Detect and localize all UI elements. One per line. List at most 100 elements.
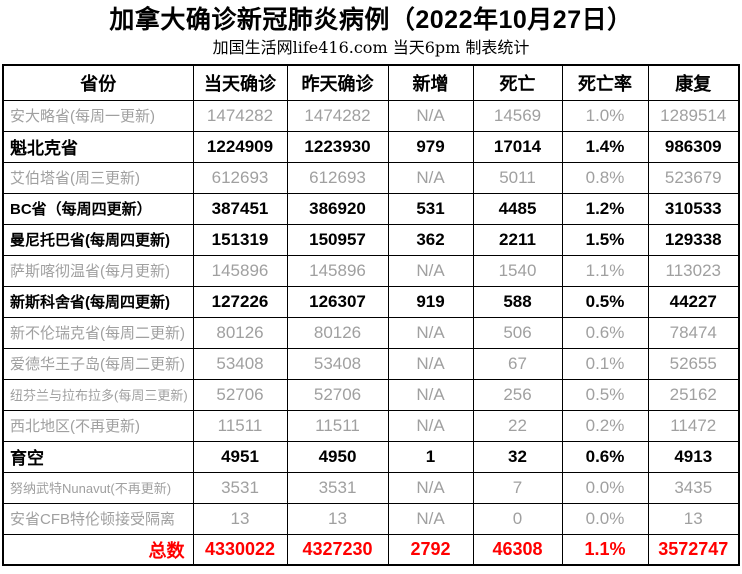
death-rate-cell: 1.5% xyxy=(561,223,649,256)
deaths-cell: 67 xyxy=(472,347,563,380)
table-row: 新斯科舍省(每周四更新) 127226 126307 919 588 0.5% … xyxy=(2,285,740,318)
table-row: 育空 4951 4950 1 32 0.6% 4913 xyxy=(2,440,740,473)
new-cases-cell: N/A xyxy=(387,409,474,442)
recovered-cell: 986309 xyxy=(647,130,740,163)
today-confirmed-cell: 151319 xyxy=(192,223,288,256)
covid-stats-table: 省份 当天确诊 昨天确诊 新增 死亡 死亡率 康复 安大略省(每周一更新) 14… xyxy=(2,64,740,567)
column-header-deaths: 死亡 xyxy=(472,64,563,101)
header-row: 省份 当天确诊 昨天确诊 新增 死亡 死亡率 康复 xyxy=(2,64,740,101)
new-cases-cell: 919 xyxy=(387,285,474,318)
yesterday-confirmed-cell: 386920 xyxy=(286,192,389,225)
deaths-cell: 506 xyxy=(472,316,563,349)
today-confirmed-cell: 4951 xyxy=(192,440,288,473)
deaths-cell: 588 xyxy=(472,285,563,318)
death-rate-cell: 0.5% xyxy=(561,378,649,411)
death-rate-cell: 1.0% xyxy=(561,99,649,132)
column-header-new-cases: 新增 xyxy=(387,64,474,101)
table-row: 魁北克省 1224909 1223930 979 17014 1.4% 9863… xyxy=(2,130,740,163)
recovered-cell: 1289514 xyxy=(647,99,740,132)
death-rate-cell: 1.4% xyxy=(561,130,649,163)
today-confirmed-cell: 127226 xyxy=(192,285,288,318)
today-confirmed-cell: 80126 xyxy=(192,316,288,349)
province-cell: 新斯科舍省(每周四更新) xyxy=(2,285,194,318)
table-row: 安大略省(每周一更新) 1474282 1474282 N/A 14569 1.… xyxy=(2,99,740,132)
yesterday-confirmed-cell: 145896 xyxy=(286,254,389,287)
recovered-cell: 52655 xyxy=(647,347,740,380)
today-confirmed-cell: 53408 xyxy=(192,347,288,380)
column-header-death-rate: 死亡率 xyxy=(561,64,649,101)
province-cell: BC省（每周四更新） xyxy=(2,192,194,225)
new-cases-cell: N/A xyxy=(387,347,474,380)
table-row: 安省CFB特伦顿接受隔离 13 13 N/A 0 0.0% 13 xyxy=(2,502,740,535)
deaths-cell: 0 xyxy=(472,502,563,535)
new-cases-cell: N/A xyxy=(387,99,474,132)
table-row: 努纳武特Nunavut(不再更新) 3531 3531 N/A 7 0.0% 3… xyxy=(2,471,740,504)
deaths-cell: 22 xyxy=(472,409,563,442)
death-rate-cell: 0.1% xyxy=(561,347,649,380)
subtitle-source-line: 加国生活网life416.com 当天6pm 制表统计 xyxy=(212,38,530,58)
province-cell: 努纳武特Nunavut(不再更新) xyxy=(2,471,194,504)
new-cases-cell: 979 xyxy=(387,130,474,163)
deaths-cell: 46308 xyxy=(472,533,563,566)
new-cases-cell: N/A xyxy=(387,471,474,504)
deaths-cell: 4485 xyxy=(472,192,563,225)
yesterday-confirmed-cell: 52706 xyxy=(286,378,389,411)
table-row: 萨斯喀彻温省(每月更新) 145896 145896 N/A 1540 1.1%… xyxy=(2,254,740,287)
yesterday-confirmed-cell: 13 xyxy=(286,502,389,535)
today-confirmed-cell: 145896 xyxy=(192,254,288,287)
recovered-cell: 3572747 xyxy=(647,533,740,566)
new-cases-cell: 1 xyxy=(387,440,474,473)
table-row: 曼尼托巴省(每周四更新) 151319 150957 362 2211 1.5%… xyxy=(2,223,740,256)
yesterday-confirmed-cell: 80126 xyxy=(286,316,389,349)
today-confirmed-cell: 4330022 xyxy=(192,533,288,566)
table-header: 省份 当天确诊 昨天确诊 新增 死亡 死亡率 康复 xyxy=(2,64,740,101)
death-rate-cell: 0.8% xyxy=(561,161,649,194)
province-cell: 西北地区(不再更新) xyxy=(2,409,194,442)
yesterday-confirmed-cell: 1223930 xyxy=(286,130,389,163)
yesterday-confirmed-cell: 1474282 xyxy=(286,99,389,132)
yesterday-confirmed-cell: 4950 xyxy=(286,440,389,473)
today-confirmed-cell: 612693 xyxy=(192,161,288,194)
province-cell: 安大略省(每周一更新) xyxy=(2,99,194,132)
column-header-recovered: 康复 xyxy=(647,64,740,101)
recovered-cell: 113023 xyxy=(647,254,740,287)
recovered-cell: 78474 xyxy=(647,316,740,349)
new-cases-cell: N/A xyxy=(387,502,474,535)
province-cell: 总数 xyxy=(2,533,194,566)
deaths-cell: 5011 xyxy=(472,161,563,194)
yesterday-confirmed-cell: 11511 xyxy=(286,409,389,442)
death-rate-cell: 0.0% xyxy=(561,471,649,504)
covid-stats-page: 加拿大确诊新冠肺炎病例（2022年10月27日） 加国生活网life416.co… xyxy=(0,5,742,567)
death-rate-cell: 0.5% xyxy=(561,285,649,318)
recovered-cell: 25162 xyxy=(647,378,740,411)
yesterday-confirmed-cell: 4327230 xyxy=(286,533,389,566)
table-row: 西北地区(不再更新) 11511 11511 N/A 22 0.2% 11472 xyxy=(2,409,740,442)
deaths-cell: 14569 xyxy=(472,99,563,132)
province-cell: 艾伯塔省(周三更新) xyxy=(2,161,194,194)
new-cases-cell: N/A xyxy=(387,161,474,194)
province-cell: 爱德华王子岛(每周二更新) xyxy=(2,347,194,380)
table-row: 新不伦瑞克省(每周二更新) 80126 80126 N/A 506 0.6% 7… xyxy=(2,316,740,349)
table-row: 爱德华王子岛(每周二更新) 53408 53408 N/A 67 0.1% 52… xyxy=(2,347,740,380)
recovered-cell: 44227 xyxy=(647,285,740,318)
recovered-cell: 523679 xyxy=(647,161,740,194)
today-confirmed-cell: 11511 xyxy=(192,409,288,442)
today-confirmed-cell: 1474282 xyxy=(192,99,288,132)
recovered-cell: 11472 xyxy=(647,409,740,442)
province-cell: 安省CFB特伦顿接受隔离 xyxy=(2,502,194,535)
yesterday-confirmed-cell: 612693 xyxy=(286,161,389,194)
yesterday-confirmed-cell: 150957 xyxy=(286,223,389,256)
death-rate-cell: 1.1% xyxy=(561,254,649,287)
today-confirmed-cell: 1224909 xyxy=(192,130,288,163)
today-confirmed-cell: 387451 xyxy=(192,192,288,225)
yesterday-confirmed-cell: 126307 xyxy=(286,285,389,318)
death-rate-cell: 0.2% xyxy=(561,409,649,442)
recovered-cell: 310533 xyxy=(647,192,740,225)
province-cell: 育空 xyxy=(2,440,194,473)
recovered-cell: 4913 xyxy=(647,440,740,473)
new-cases-cell: N/A xyxy=(387,254,474,287)
deaths-cell: 256 xyxy=(472,378,563,411)
yesterday-confirmed-cell: 53408 xyxy=(286,347,389,380)
table-row: 总数 4330022 4327230 2792 46308 1.1% 35727… xyxy=(2,533,740,566)
new-cases-cell: 362 xyxy=(387,223,474,256)
